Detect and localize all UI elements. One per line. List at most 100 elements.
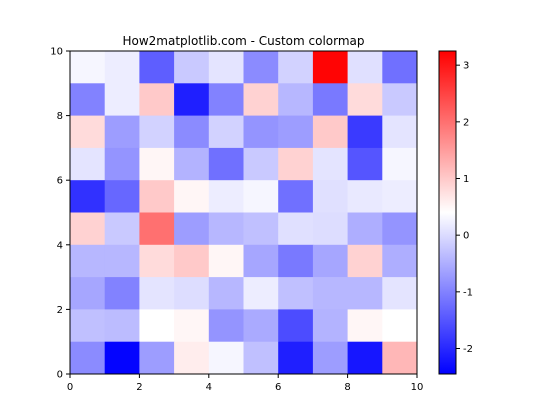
y-tick-label: 10	[50, 47, 63, 58]
x-tick-label: 6	[275, 382, 281, 393]
heatmap-cell	[382, 277, 418, 310]
heatmap-cell	[312, 83, 348, 116]
heatmap-cell	[174, 83, 210, 116]
heatmap-cell	[208, 147, 244, 181]
heatmap-cell	[278, 244, 314, 278]
heatmap-cell	[174, 244, 210, 278]
heatmap-cell	[382, 51, 418, 84]
heatmap-cell	[278, 51, 314, 84]
heatmap-cell	[347, 115, 383, 149]
heatmap-cell	[278, 147, 314, 181]
heatmap-cell	[70, 341, 106, 375]
heatmap-cell	[243, 244, 279, 278]
heatmap-cell	[104, 83, 140, 116]
colorbar-tick-label: -2	[463, 344, 473, 355]
heatmap-cell	[347, 51, 383, 84]
heatmap-cell	[347, 309, 383, 343]
heatmap-cell	[278, 115, 314, 149]
colorbar-tick-label: 3	[463, 61, 469, 72]
heatmap-cell	[347, 83, 383, 116]
heatmap-cell	[139, 309, 175, 343]
heatmap-cell	[104, 244, 140, 278]
heatmap-cell	[312, 51, 348, 84]
heatmap-cell	[70, 51, 106, 84]
heatmap-cell	[243, 277, 279, 310]
heatmap-cell	[312, 115, 348, 149]
heatmap-cell	[382, 341, 418, 375]
heatmap-cell	[243, 180, 279, 213]
heatmap-cell	[312, 244, 348, 278]
heatmap-cell	[174, 180, 210, 213]
heatmap-cell	[139, 277, 175, 310]
heatmap-cell	[347, 277, 383, 310]
colorbar-tick-label: -1	[463, 287, 473, 298]
heatmap-cell	[70, 147, 106, 181]
heatmap-cell	[174, 277, 210, 310]
heatmap-cell	[70, 83, 106, 116]
heatmap-cell	[347, 212, 383, 246]
heatmap-cell	[139, 341, 175, 375]
heatmap-cell	[104, 147, 140, 181]
heatmap-cell	[382, 180, 418, 213]
heatmap-cell	[243, 212, 279, 246]
heatmap-cell	[312, 147, 348, 181]
heatmap-cell	[208, 309, 244, 343]
x-tick-label: 10	[411, 382, 424, 393]
heatmap-cell	[174, 309, 210, 343]
heatmap-cell	[70, 309, 106, 343]
heatmap-cell	[347, 180, 383, 213]
colorbar-tick-label: 2	[463, 117, 469, 128]
colorbar-frame	[438, 50, 457, 375]
heatmap-cell	[174, 115, 210, 149]
x-tick-label: 2	[136, 382, 142, 393]
chart-title: How2matplotlib.com - Custom colormap	[122, 34, 364, 48]
heatmap-cell	[312, 309, 348, 343]
x-axis-ticks: 0 2 4 6 8 10	[67, 374, 424, 393]
heatmap-cell	[243, 309, 279, 343]
heatmap-cell	[208, 83, 244, 116]
heatmap-cell	[139, 83, 175, 116]
heatmap-cell	[312, 180, 348, 213]
heatmap-cell	[208, 180, 244, 213]
heatmap-cell	[174, 51, 210, 84]
heatmap-cell	[382, 83, 418, 116]
heatmap-cell	[208, 51, 244, 84]
heatmap-cell	[208, 115, 244, 149]
heatmap-cell	[104, 51, 140, 84]
heatmap-cell	[174, 341, 210, 375]
y-tick-label: 8	[57, 111, 63, 122]
heatmap-cell	[104, 341, 140, 375]
heatmap-cell	[382, 212, 418, 246]
heatmap-cell	[70, 180, 106, 213]
heatmap-cell	[208, 244, 244, 278]
x-tick-label: 8	[344, 382, 350, 393]
x-tick-label: 4	[206, 382, 212, 393]
y-axis-ticks: 0 2 4 6 8 10	[50, 47, 70, 381]
heatmap-cell	[382, 244, 418, 278]
heatmap-cell	[312, 212, 348, 246]
heatmap-cell	[70, 244, 106, 278]
colorbar-tick-label: 0	[463, 231, 469, 242]
heatmap-cell	[278, 309, 314, 343]
heatmap-cell	[174, 212, 210, 246]
heatmap-cell	[139, 115, 175, 149]
y-tick-label: 0	[57, 370, 63, 381]
colorbar-ticks: -2 -1 0 1 2 3	[456, 61, 473, 355]
heatmap-cell	[278, 277, 314, 310]
colorbar-tick-label: 1	[463, 174, 469, 185]
heatmap-cell	[104, 212, 140, 246]
heatmap-cell	[174, 147, 210, 181]
heatmap-cell	[347, 244, 383, 278]
heatmap-cell	[382, 115, 418, 149]
heatmap-cell	[243, 83, 279, 116]
heatmap-cell	[104, 309, 140, 343]
heatmap-cell	[70, 277, 106, 310]
heatmap-cell	[104, 180, 140, 213]
heatmap-cell	[139, 147, 175, 181]
heatmap-cell	[70, 115, 106, 149]
heatmap-cell	[243, 341, 279, 375]
heatmap-cell	[208, 212, 244, 246]
y-tick-label: 2	[57, 305, 63, 316]
heatmap-cell	[243, 147, 279, 181]
heatmap-cell	[278, 341, 314, 375]
